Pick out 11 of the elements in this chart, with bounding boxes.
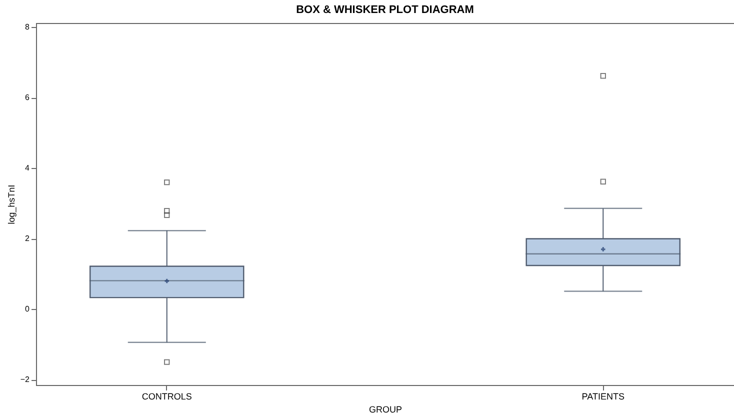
- y-tick-label: 2: [25, 234, 30, 244]
- chart-title: BOX & WHISKER PLOT DIAGRAM: [296, 4, 474, 16]
- y-axis-title: log_hsTnI: [6, 184, 16, 224]
- y-tick-label: 8: [25, 22, 30, 32]
- y-tick-label: 0: [25, 304, 30, 314]
- x-tick-label: CONTROLS: [142, 392, 192, 402]
- x-tick-label: PATIENTS: [582, 392, 624, 402]
- x-axis-title: GROUP: [368, 404, 402, 414]
- y-tick-label: 4: [25, 164, 30, 173]
- y-tick-label: 6: [25, 93, 30, 102]
- y-tick-label: −2: [20, 375, 30, 384]
